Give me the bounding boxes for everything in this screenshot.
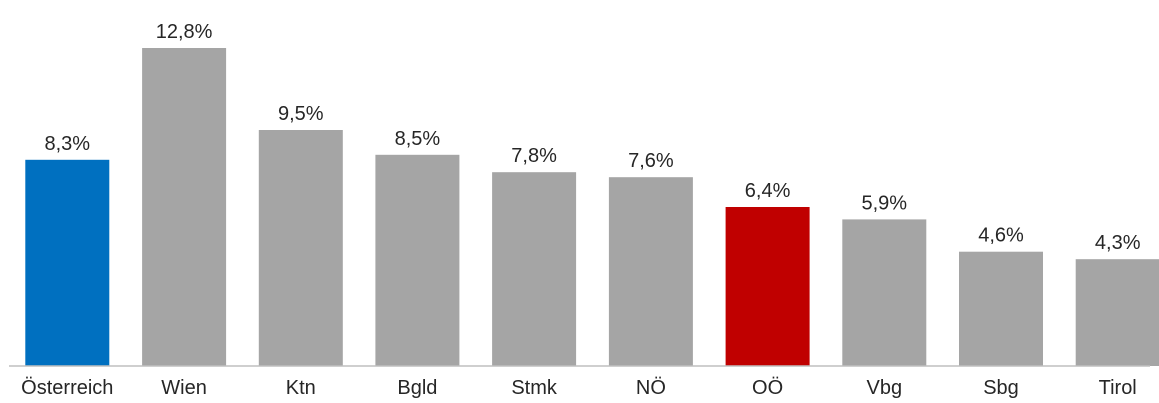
value-label-7: 5,9% xyxy=(862,192,908,214)
category-label-2: Ktn xyxy=(286,377,316,399)
bar-7 xyxy=(842,219,927,366)
value-label-1: 12,8% xyxy=(156,21,213,43)
bar-2 xyxy=(258,130,343,366)
category-label-5: NÖ xyxy=(636,377,666,399)
value-label-0: 8,3% xyxy=(45,133,91,155)
value-label-6: 6,4% xyxy=(745,180,791,202)
value-label-2: 9,5% xyxy=(278,103,324,125)
category-label-8: Sbg xyxy=(983,377,1019,399)
bar-8 xyxy=(959,251,1043,366)
category-label-6: OÖ xyxy=(752,377,783,399)
value-label-8: 4,6% xyxy=(978,225,1024,247)
bar-3 xyxy=(375,154,460,366)
category-label-0: Österreich xyxy=(21,377,113,399)
value-label-3: 8,5% xyxy=(395,128,441,150)
category-label-4: Stmk xyxy=(511,377,558,399)
value-labels-group: 8,3% 12,8% 9,5% 8,5% 7,8% 7,6% 6,4% 5,9% 4,6% 4,3… xyxy=(45,21,1141,254)
category-label-9: Tirol xyxy=(1099,377,1137,399)
bar-9 xyxy=(1075,259,1159,366)
bar-5 xyxy=(608,177,693,366)
category-label-3: Bgld xyxy=(397,377,437,399)
category-label-7: Vbg xyxy=(867,377,903,399)
category-labels-group: Österreich Wien Ktn Bgld Stmk NÖ OÖ Vbg Sbg Tirol xyxy=(21,377,1137,399)
bar-4 xyxy=(492,172,577,366)
bar-6 xyxy=(725,207,810,366)
category-label-1: Wien xyxy=(161,377,207,399)
value-label-4: 7,8% xyxy=(511,145,557,167)
bar-1 xyxy=(142,48,227,366)
bar-0 xyxy=(25,159,110,366)
bars-group xyxy=(25,48,1159,366)
value-label-5: 7,6% xyxy=(628,150,674,172)
value-label-9: 4,3% xyxy=(1095,232,1141,254)
